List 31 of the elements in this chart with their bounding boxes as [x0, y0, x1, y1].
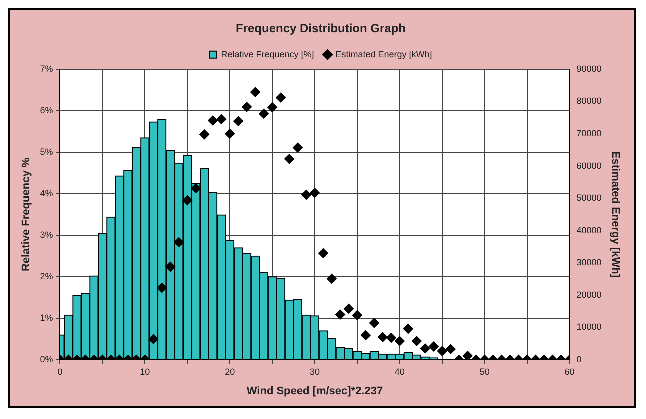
y-tick-label: 3%	[40, 230, 54, 240]
y-tick-label: 4%	[40, 188, 54, 198]
y2-tick-label: 80000	[576, 96, 602, 106]
y2-tick-label: 0	[576, 354, 582, 364]
x-tick-label: 50	[480, 366, 490, 377]
x-tick-label: 30	[310, 366, 320, 377]
y-axis-title: Relative Frequency %	[20, 158, 33, 272]
y2-axis-title: Estimated Energy [kWh]	[609, 151, 622, 278]
chart-title: Frequency Distribution Graph	[236, 22, 406, 36]
y2-tick-label: 90000	[576, 64, 602, 74]
y-tick-label: 5%	[40, 146, 54, 157]
x-tick-label: 0	[58, 366, 63, 377]
y2-tick-label: 10000	[576, 322, 602, 332]
y2-tick-label: 60000	[576, 160, 602, 171]
x-tick-label: 40	[394, 366, 405, 377]
y-tick-label: 0%	[40, 354, 54, 364]
y2-tick-label: 70000	[576, 128, 602, 138]
legend-label: Relative Frequency [%]	[221, 49, 314, 60]
y-tick-label: 7%	[40, 64, 54, 74]
x-tick-label: 10	[140, 366, 150, 377]
x-axis-title: Wind Speed [m/sec]*2.237	[246, 385, 384, 398]
y-tick-label: 2%	[40, 271, 54, 282]
y2-tick-label: 30000	[576, 258, 602, 268]
y2-tick-label: 40000	[576, 225, 602, 236]
x-tick-label: 20	[225, 366, 236, 377]
y2-tick-label: 50000	[576, 193, 602, 204]
legend-label: Estimated Energy [kWh]	[336, 49, 432, 60]
y-tick-label: 1%	[40, 312, 54, 323]
x-tick-label: 60	[564, 366, 575, 377]
y-tick-label: 6%	[40, 105, 54, 116]
y2-tick-label: 20000	[576, 290, 602, 300]
